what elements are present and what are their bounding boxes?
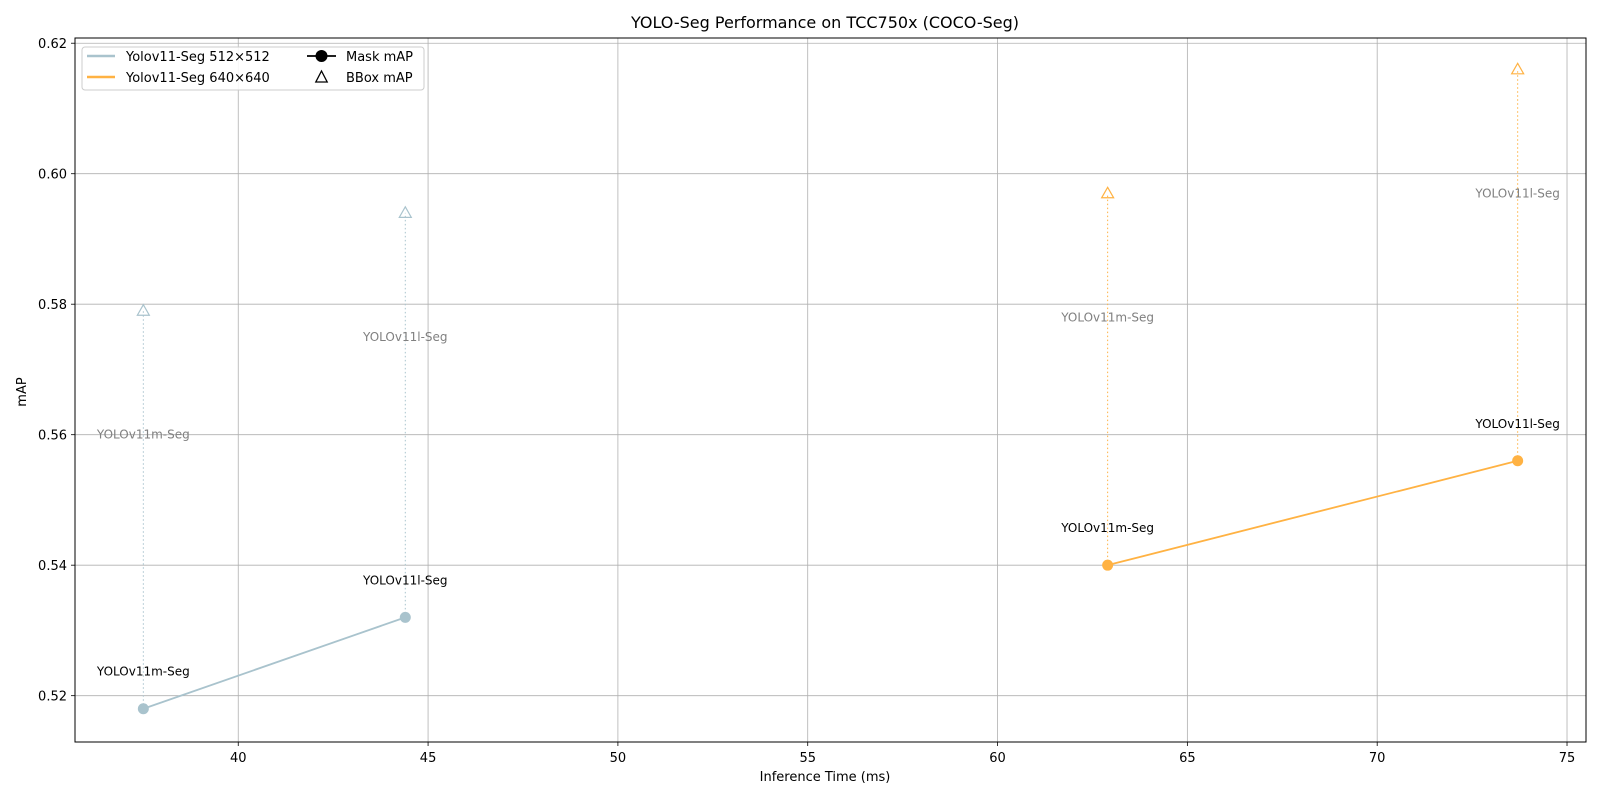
x-tick-label: 45: [420, 751, 437, 766]
legend-label-bbox: BBox mAP: [346, 71, 413, 86]
mask-map-point: [1102, 559, 1114, 571]
mask-point-label: YOLOv11l-Seg: [1474, 417, 1559, 431]
mask-map-point: [1512, 455, 1524, 467]
y-tick-label: 0.54: [38, 559, 67, 574]
grid: [75, 38, 1586, 742]
x-tick-label: 65: [1179, 751, 1196, 766]
x-axis-label: Inference Time (ms): [760, 770, 891, 785]
mask-map-point: [399, 611, 411, 623]
y-tick-label: 0.56: [38, 429, 67, 444]
y-tick-label: 0.58: [38, 298, 67, 313]
series-line-mask: [1107, 459, 1518, 567]
x-tick-label: 40: [230, 751, 247, 766]
series-line-mask: [143, 616, 406, 710]
series-layer: [136, 62, 1525, 715]
bbox-point-label: YOLOv11m-Seg: [96, 428, 190, 442]
bbox-point-label: YOLOv11l-Seg: [362, 330, 447, 344]
mask-point-label: YOLOv11m-Seg: [96, 665, 190, 679]
bbox-point-label: YOLOv11l-Seg: [1474, 186, 1559, 200]
x-tick-label: 50: [610, 751, 627, 766]
axis-ticks: 40 45 50 55 60 65 70 75 0.52 0.54 0.56 0.58 0.60 0.62: [38, 37, 1575, 766]
legend-mask-marker: [315, 50, 328, 62]
mask-point-label: YOLOv11l-Seg: [362, 573, 447, 587]
legend-label-mask: Mask mAP: [346, 50, 413, 65]
legend-label-512: Yolov11-Seg 512×512: [125, 50, 270, 65]
legend-label-640: Yolov11-Seg 640×640: [125, 71, 270, 86]
point-labels: YOLOv11m-Seg YOLOv11m-Seg YOLOv11l-Seg YOLO…: [96, 186, 1560, 678]
mask-point-label: YOLOv11m-Seg: [1060, 521, 1154, 535]
x-tick-label: 70: [1369, 751, 1386, 766]
mask-map-point: [137, 703, 149, 715]
x-tick-label: 75: [1559, 751, 1576, 766]
legend: Yolov11-Seg 512×512 Yolov11-Seg 640×640 …: [81, 46, 425, 91]
plot-area-frame: [74, 37, 1587, 743]
legend-frame: [81, 46, 425, 91]
y-tick-label: 0.52: [38, 690, 67, 705]
y-tick-label: 0.60: [38, 168, 67, 183]
bbox-map-point: [398, 205, 413, 218]
bbox-guide-lines: [142, 69, 1519, 709]
bbox-map-point: [1100, 186, 1115, 199]
y-tick-label: 0.62: [38, 37, 67, 52]
bbox-map-point: [1510, 62, 1525, 75]
bbox-map-point: [136, 303, 151, 316]
x-tick-label: 55: [799, 751, 816, 766]
y-axis-label: mAP: [15, 377, 30, 407]
x-tick-label: 60: [989, 751, 1006, 766]
chart-title: YOLO-Seg Performance on TCC750x (COCO-Se…: [630, 13, 1019, 32]
legend-bbox-marker: [314, 69, 329, 83]
bbox-point-label: YOLOv11m-Seg: [1060, 310, 1154, 324]
